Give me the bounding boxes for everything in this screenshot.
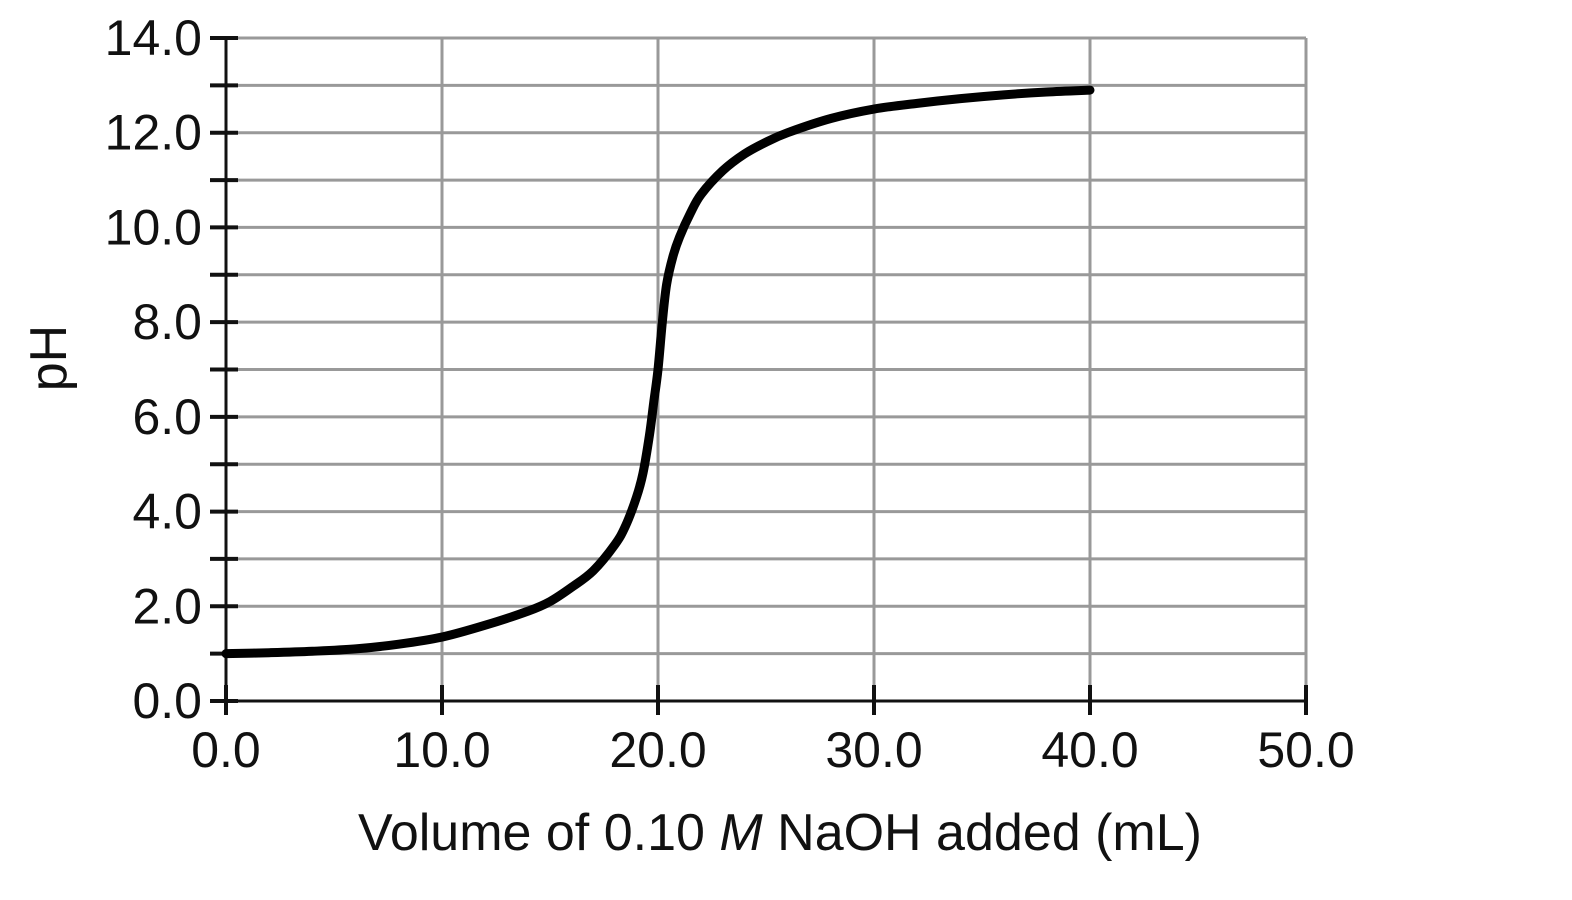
x-tick-label: 30.0 bbox=[825, 722, 922, 778]
x-axis-title: Volume of 0.10 M NaOH added (mL) bbox=[358, 804, 1202, 862]
y-axis-title: pH bbox=[20, 325, 78, 391]
x-axis-title-prefix: Volume of 0.10 bbox=[358, 804, 719, 862]
x-tick-label: 40.0 bbox=[1041, 722, 1138, 778]
y-tick-label: 2.0 bbox=[132, 578, 202, 634]
axes bbox=[212, 38, 1306, 715]
x-tick-label: 20.0 bbox=[609, 722, 706, 778]
y-tick-label: 0.0 bbox=[132, 673, 202, 729]
titration-curve bbox=[221, 85, 1095, 659]
y-tick-label: 4.0 bbox=[132, 484, 202, 540]
y-tick-label: 10.0 bbox=[105, 199, 202, 255]
x-tick-label: 10.0 bbox=[393, 722, 490, 778]
y-tick-label: 6.0 bbox=[132, 389, 202, 445]
y-tick-label: 14.0 bbox=[105, 10, 202, 66]
x-axis-title-suffix: NaOH added (mL) bbox=[763, 804, 1202, 862]
x-tick-label: 50.0 bbox=[1257, 722, 1354, 778]
grid bbox=[226, 36, 1308, 701]
y-tick-label: 8.0 bbox=[132, 294, 202, 350]
tick-labels: 0.0 2.0 4.0 6.0 8.0 10.0 12.0 14.0 0.0 10.0 20.0 30… bbox=[105, 10, 1355, 778]
tick-marks bbox=[210, 36, 1308, 715]
x-tick-label: 0.0 bbox=[191, 722, 261, 778]
y-tick-label: 12.0 bbox=[105, 105, 202, 161]
x-axis-title-unit: M bbox=[719, 804, 763, 862]
